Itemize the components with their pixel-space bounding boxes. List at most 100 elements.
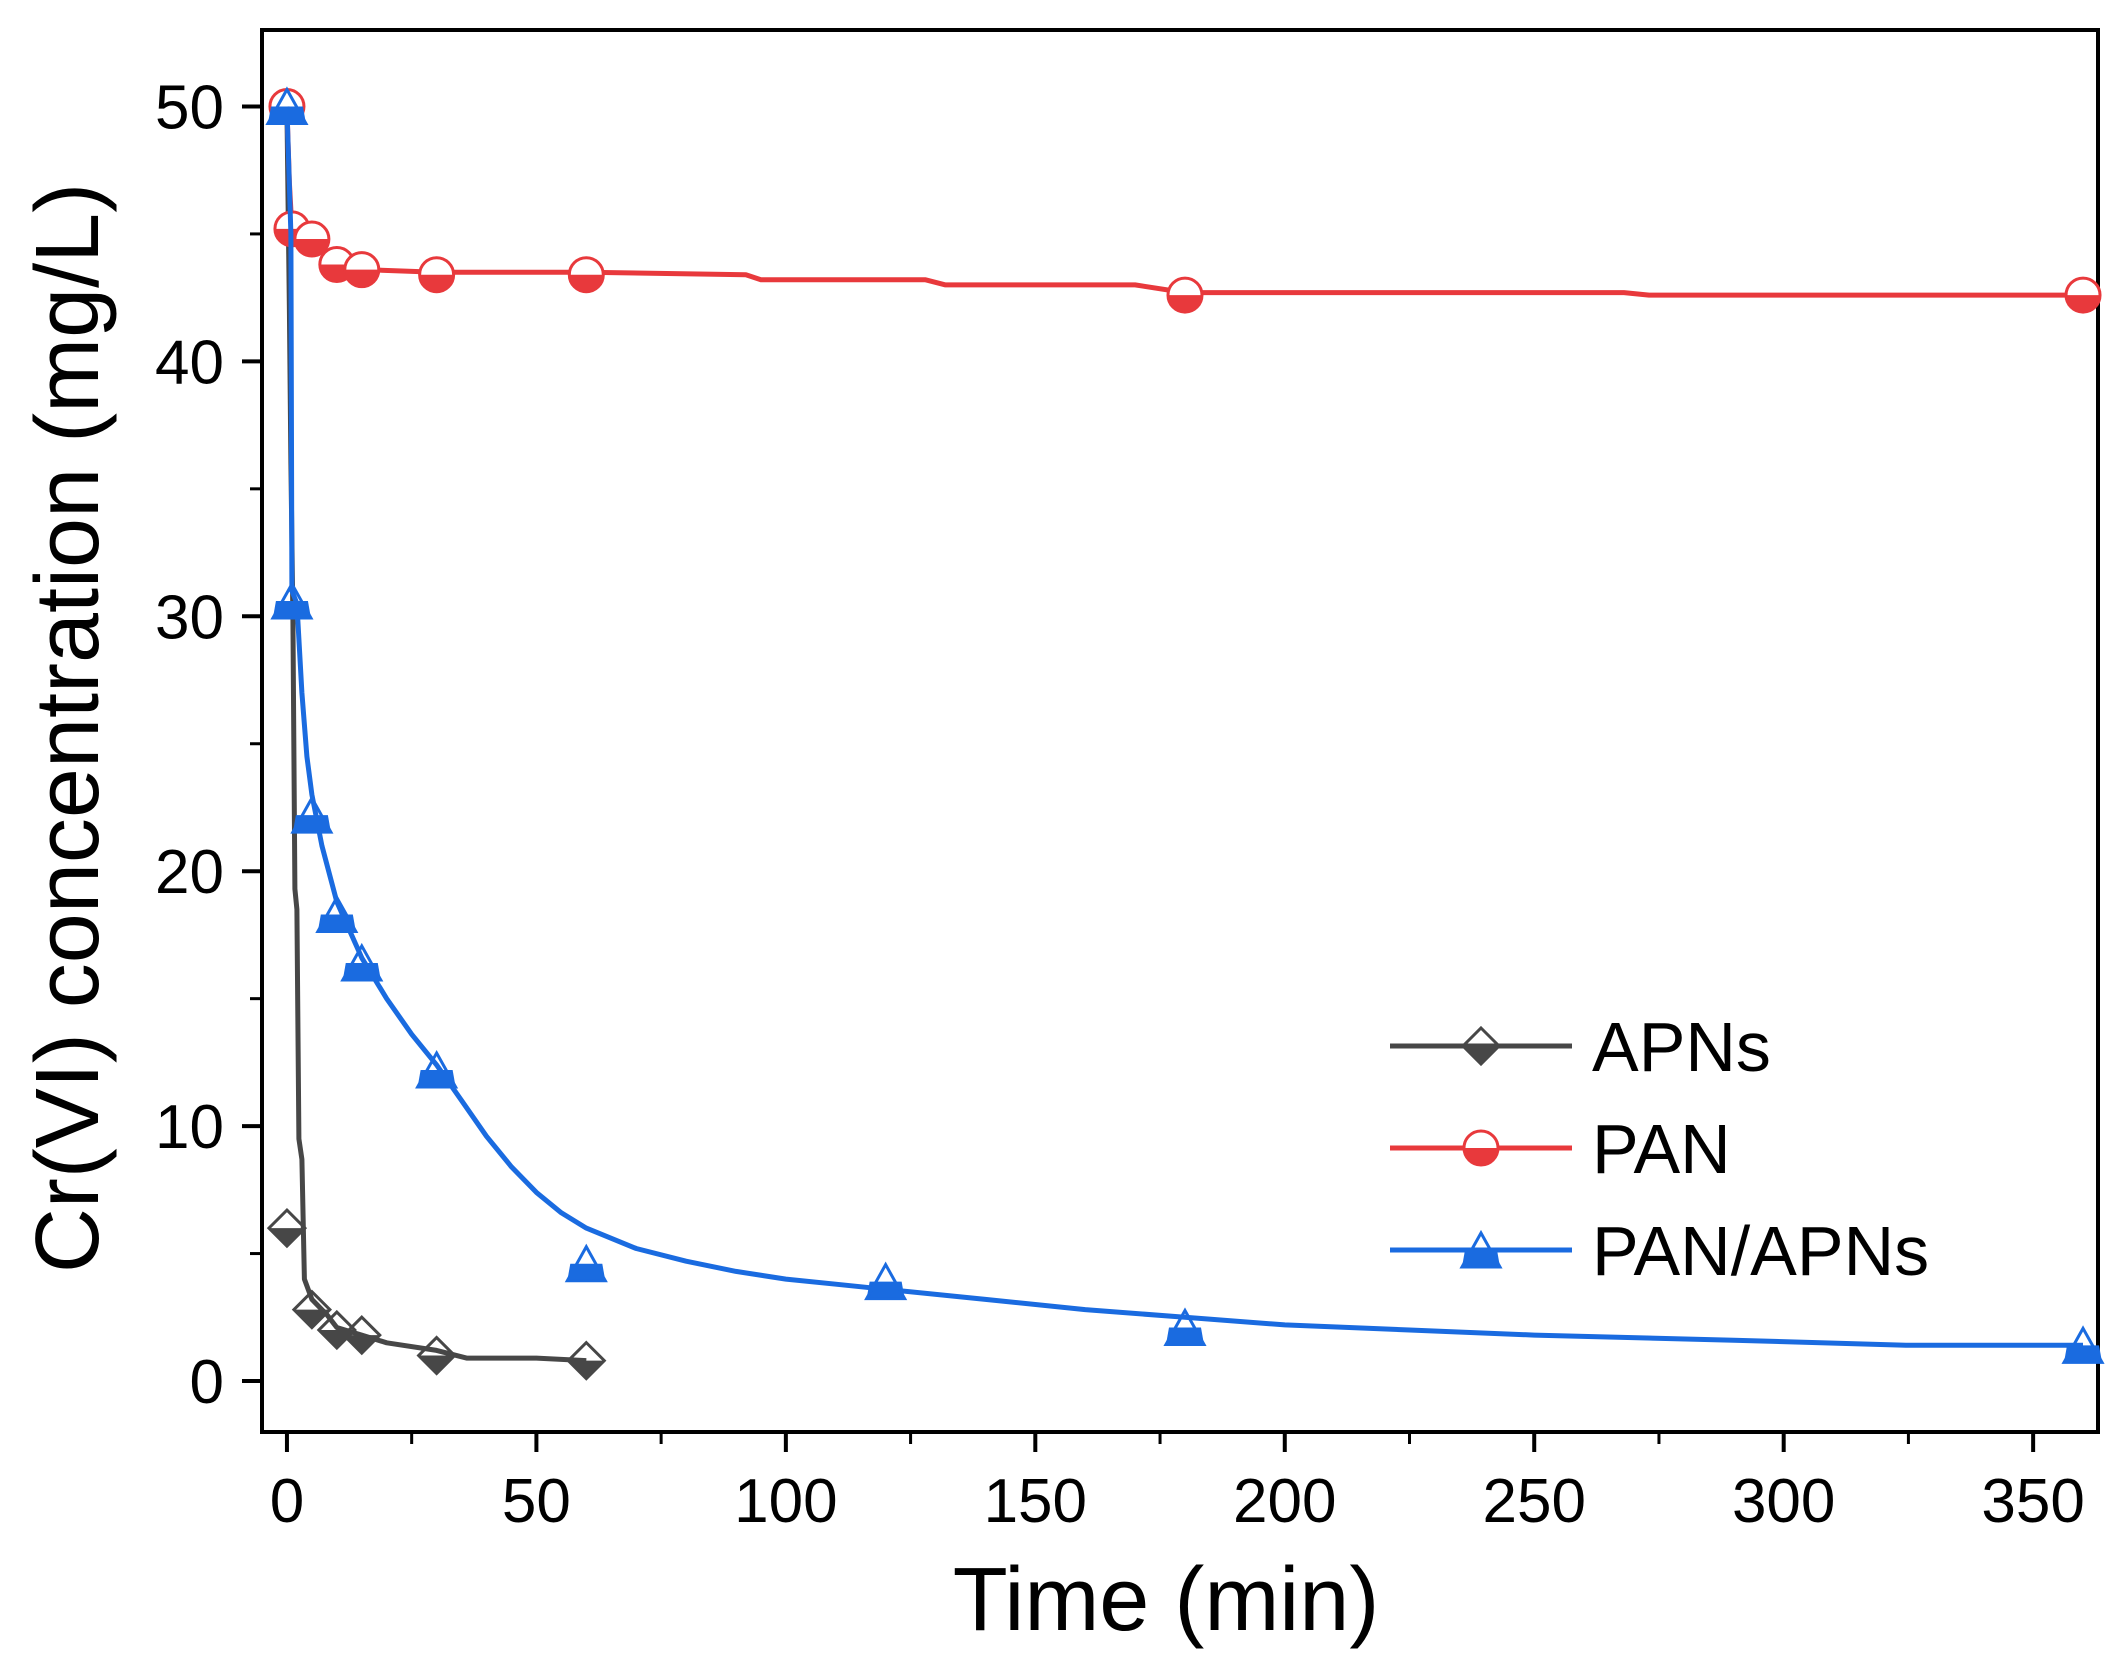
data-point-pan-apns bbox=[265, 86, 309, 125]
x-tick-label: 150 bbox=[984, 1467, 1087, 1536]
marker-outline bbox=[315, 894, 359, 934]
y-tick-label: 40 bbox=[155, 328, 224, 397]
marker-fill-half bbox=[294, 239, 329, 257]
x-tick-label: 200 bbox=[1233, 1467, 1336, 1536]
marker-fill-half bbox=[1463, 1046, 1499, 1064]
legend-item-pan-apns: PAN/APNs bbox=[1390, 1212, 1929, 1290]
y-tick-label: 10 bbox=[155, 1093, 224, 1162]
y-tick-label: 0 bbox=[190, 1348, 224, 1417]
data-point-apns bbox=[416, 1335, 457, 1376]
data-point-pan bbox=[567, 256, 605, 294]
legend-label-pan-apns: PAN/APNs bbox=[1592, 1212, 1929, 1290]
series-pan bbox=[268, 87, 2102, 314]
data-point-pan bbox=[418, 256, 456, 294]
data-point-apns bbox=[291, 1289, 333, 1330]
x-tick-label: 50 bbox=[502, 1467, 571, 1536]
marker-outline bbox=[416, 1335, 457, 1376]
marker-fill-half bbox=[567, 1263, 606, 1281]
marker-fill-half bbox=[343, 1335, 380, 1354]
data-point-pan bbox=[343, 251, 381, 289]
marker-outline bbox=[341, 1315, 382, 1356]
marker-fill-half bbox=[268, 1228, 305, 1247]
series-pan-apns bbox=[265, 86, 2105, 1364]
x-axis-title: Time (min) bbox=[953, 1550, 1380, 1650]
data-point-pan-apns bbox=[1163, 1307, 1207, 1346]
axis-ticks bbox=[242, 104, 2036, 1452]
legend-marker-apns bbox=[1460, 1025, 1502, 1067]
marker-fill-half bbox=[2066, 295, 2101, 313]
marker-fill-half bbox=[1167, 295, 1202, 313]
marker-fill-half bbox=[272, 600, 311, 618]
data-point-pan-apns bbox=[270, 580, 314, 620]
x-tick-label: 350 bbox=[1981, 1467, 2084, 1536]
marker-fill-half bbox=[417, 1070, 456, 1088]
data-point-pan bbox=[293, 220, 331, 258]
marker-fill-half bbox=[292, 815, 331, 833]
marker-fill-half bbox=[342, 962, 381, 980]
marker-fill-half bbox=[1464, 1148, 1498, 1165]
data-point-apns bbox=[341, 1315, 382, 1356]
marker-outline bbox=[340, 942, 384, 982]
data-point-pan bbox=[2064, 276, 2102, 314]
marker-fill-half bbox=[569, 274, 604, 292]
marker-outline bbox=[316, 1309, 357, 1351]
marker-fill-half bbox=[418, 1355, 455, 1374]
marker-outline bbox=[291, 1289, 333, 1330]
legend-item-pan: PAN bbox=[1390, 1110, 1731, 1188]
marker-outline bbox=[290, 795, 334, 834]
plot-frame bbox=[260, 28, 2100, 1434]
data-point-pan-apns bbox=[864, 1261, 908, 1301]
marker-fill-half bbox=[317, 914, 356, 932]
legend-label-apns: APNs bbox=[1592, 1008, 1771, 1086]
marker-outline bbox=[265, 86, 309, 125]
y-tick-label: 50 bbox=[155, 73, 224, 142]
marker-fill-half bbox=[267, 106, 306, 124]
legend-marker-pan bbox=[1462, 1129, 1500, 1167]
data-point-pan-apns bbox=[340, 942, 384, 982]
y-tick-label: 20 bbox=[155, 838, 224, 907]
legend-marker-pan-apns bbox=[1459, 1229, 1503, 1269]
x-tick-label: 100 bbox=[734, 1467, 837, 1536]
series-line-apns bbox=[284, 106, 587, 1364]
marker-fill-half bbox=[1462, 1250, 1500, 1267]
x-tick-label: 0 bbox=[270, 1467, 304, 1536]
marker-fill-half bbox=[1165, 1327, 1204, 1345]
y-tick-label: 30 bbox=[155, 583, 224, 652]
x-tick-label: 300 bbox=[1732, 1467, 1835, 1536]
tick-labels: 0 50 100 150 200 250 300 350 0 10 20 30 40 50 bbox=[155, 73, 2085, 1536]
marker-fill-half bbox=[866, 1281, 905, 1299]
marker-outline bbox=[566, 1340, 607, 1381]
marker-outline bbox=[564, 1243, 608, 1283]
marker-outline bbox=[270, 580, 314, 620]
data-point-pan-apns bbox=[2061, 1325, 2105, 1364]
marker-outline bbox=[1163, 1307, 1207, 1346]
marker-outline bbox=[864, 1261, 908, 1301]
legend-item-apns: APNs bbox=[1390, 1008, 1771, 1086]
marker-fill-half bbox=[568, 1360, 605, 1379]
marker-fill-half bbox=[293, 1309, 330, 1328]
series-apns bbox=[266, 106, 607, 1381]
series-line-pan bbox=[284, 106, 2083, 298]
data-point-pan-apns bbox=[564, 1243, 608, 1283]
y-axis-title: Cr(VI) concentration (mg/L) bbox=[18, 183, 118, 1273]
data-point-pan bbox=[1166, 276, 1204, 314]
legend: APNs PAN PAN/APNs bbox=[1390, 1008, 1929, 1290]
marker-outline bbox=[1459, 1229, 1503, 1269]
legend-label-pan: PAN bbox=[1592, 1110, 1731, 1188]
data-point-pan-apns bbox=[315, 894, 359, 934]
x-tick-label: 250 bbox=[1483, 1467, 1586, 1536]
marker-outline bbox=[1460, 1025, 1502, 1067]
series-layer bbox=[265, 86, 2105, 1381]
series-line-pan-apns bbox=[284, 106, 2083, 1348]
data-point-apns bbox=[566, 1340, 607, 1381]
marker-fill-half bbox=[419, 274, 454, 292]
data-point-pan-apns bbox=[415, 1049, 459, 1089]
data-point-apns bbox=[266, 1207, 308, 1249]
marker-outline bbox=[415, 1049, 459, 1089]
data-point-pan-apns bbox=[290, 795, 334, 834]
marker-outline bbox=[2061, 1325, 2105, 1364]
marker-outline bbox=[266, 1207, 308, 1249]
marker-fill-half bbox=[2064, 1345, 2103, 1363]
marker-fill-half bbox=[344, 269, 379, 287]
